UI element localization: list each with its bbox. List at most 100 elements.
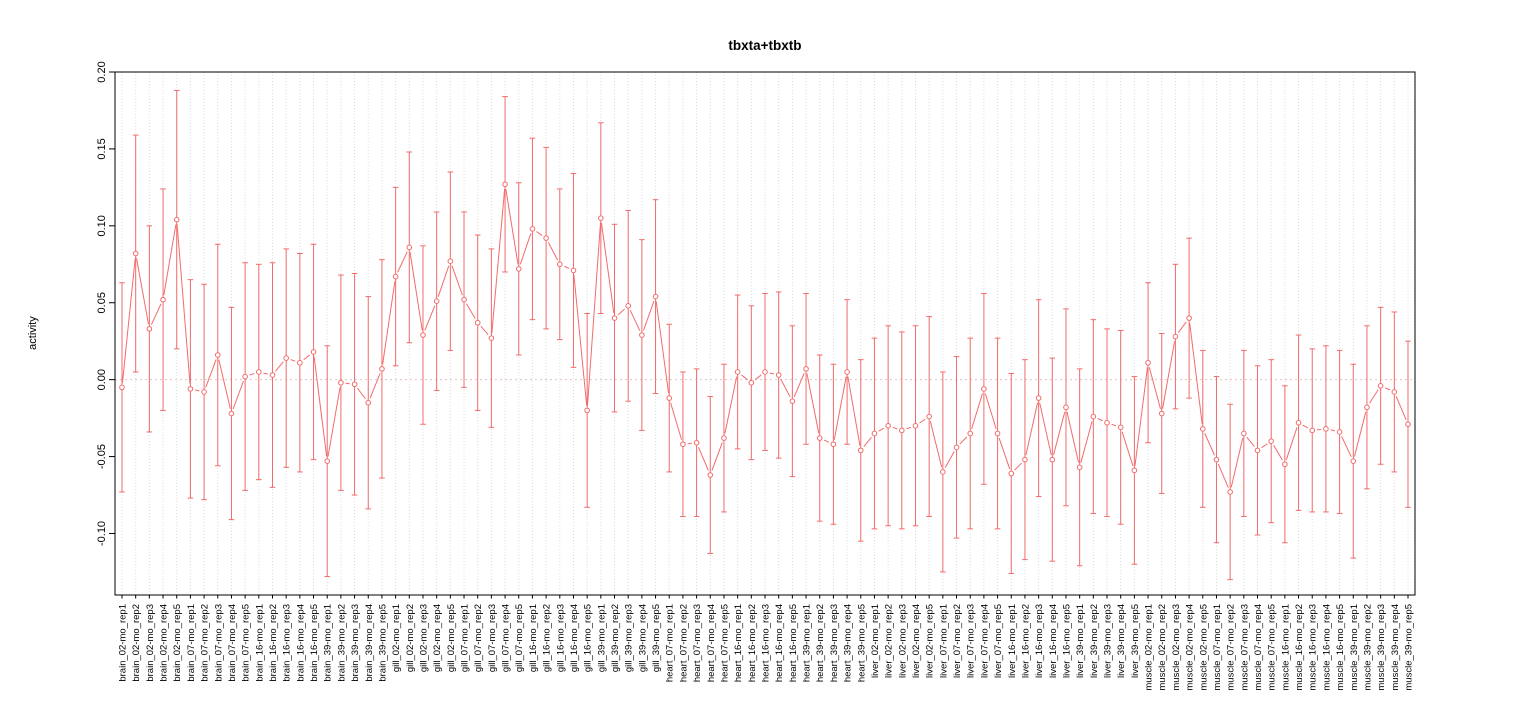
svg-text:muscle_07-mo_rep4: muscle_07-mo_rep4	[1253, 604, 1264, 691]
svg-text:muscle_16-mo_rep3: muscle_16-mo_rep3	[1308, 604, 1319, 691]
svg-text:liver_39-mo_rep2: liver_39-mo_rep2	[1089, 604, 1100, 678]
svg-text:brain_02-mo_rep3: brain_02-mo_rep3	[145, 604, 156, 682]
svg-text:brain_39-mo_rep4: brain_39-mo_rep4	[364, 604, 375, 682]
svg-text:liver_39-mo_rep4: liver_39-mo_rep4	[1116, 604, 1127, 678]
svg-text:gill_02-mo_rep1: gill_02-mo_rep1	[391, 604, 402, 672]
svg-text:gill_39-mo_rep5: gill_39-mo_rep5	[651, 604, 662, 672]
svg-text:brain_02-mo_rep4: brain_02-mo_rep4	[159, 604, 170, 682]
svg-text:brain_39-mo_rep2: brain_39-mo_rep2	[336, 604, 347, 682]
svg-text:gill_07-mo_rep1: gill_07-mo_rep1	[460, 604, 471, 672]
svg-text:gill_02-mo_rep3: gill_02-mo_rep3	[418, 604, 429, 672]
svg-text:brain_02-mo_rep5: brain_02-mo_rep5	[172, 604, 183, 682]
series-points	[119, 181, 1411, 495]
svg-text:muscle_02-mo_rep4: muscle_02-mo_rep4	[1185, 604, 1196, 691]
svg-text:liver_16-mo_rep4: liver_16-mo_rep4	[1048, 604, 1059, 678]
svg-text:heart_16-mo_rep1: heart_16-mo_rep1	[733, 604, 744, 682]
svg-text:muscle_02-mo_rep5: muscle_02-mo_rep5	[1198, 604, 1209, 691]
svg-text:brain_16-mo_rep3: brain_16-mo_rep3	[282, 604, 293, 682]
svg-text:heart_07-mo_rep5: heart_07-mo_rep5	[719, 604, 730, 682]
svg-text:gill_16-mo_rep3: gill_16-mo_rep3	[555, 604, 566, 672]
svg-text:brain_02-mo_rep1: brain_02-mo_rep1	[118, 604, 129, 682]
svg-text:-0.05: -0.05	[96, 444, 108, 469]
svg-text:liver_02-mo_rep2: liver_02-mo_rep2	[884, 604, 895, 678]
svg-text:gill_39-mo_rep1: gill_39-mo_rep1	[596, 604, 607, 672]
svg-text:liver_02-mo_rep1: liver_02-mo_rep1	[870, 604, 881, 678]
svg-text:liver_16-mo_rep5: liver_16-mo_rep5	[1061, 604, 1072, 678]
svg-text:muscle_02-mo_rep2: muscle_02-mo_rep2	[1157, 604, 1168, 691]
svg-text:brain_39-mo_rep1: brain_39-mo_rep1	[323, 604, 334, 682]
svg-text:liver_16-mo_rep2: liver_16-mo_rep2	[1020, 604, 1031, 678]
svg-text:heart_39-mo_rep1: heart_39-mo_rep1	[802, 604, 813, 682]
svg-text:heart_07-mo_rep1: heart_07-mo_rep1	[665, 604, 676, 682]
svg-text:liver_39-mo_rep3: liver_39-mo_rep3	[1103, 604, 1114, 678]
svg-text:muscle_39-mo_rep5: muscle_39-mo_rep5	[1404, 604, 1415, 691]
svg-text:liver_07-mo_rep3: liver_07-mo_rep3	[966, 604, 977, 678]
svg-text:heart_07-mo_rep3: heart_07-mo_rep3	[692, 604, 703, 682]
svg-text:0.15: 0.15	[96, 138, 108, 159]
svg-text:heart_16-mo_rep3: heart_16-mo_rep3	[761, 604, 772, 682]
svg-text:muscle_02-mo_rep1: muscle_02-mo_rep1	[1144, 604, 1155, 691]
svg-text:0.00: 0.00	[96, 369, 108, 390]
svg-text:gill_16-mo_rep2: gill_16-mo_rep2	[542, 604, 553, 672]
svg-text:muscle_39-mo_rep4: muscle_39-mo_rep4	[1390, 604, 1401, 691]
svg-text:muscle_39-mo_rep2: muscle_39-mo_rep2	[1362, 604, 1373, 691]
svg-text:heart_07-mo_rep2: heart_07-mo_rep2	[678, 604, 689, 682]
svg-text:muscle_16-mo_rep5: muscle_16-mo_rep5	[1335, 604, 1346, 691]
svg-text:brain_16-mo_rep1: brain_16-mo_rep1	[254, 604, 265, 682]
svg-text:liver_16-mo_rep3: liver_16-mo_rep3	[1034, 604, 1045, 678]
svg-text:0.10: 0.10	[96, 215, 108, 236]
y-axis: -0.10 -0.05 0.00 0.05 0.10 0.15 0.20	[96, 61, 115, 546]
svg-text:brain_16-mo_rep2: brain_16-mo_rep2	[268, 604, 279, 682]
svg-text:muscle_02-mo_rep3: muscle_02-mo_rep3	[1171, 604, 1182, 691]
svg-text:0.05: 0.05	[96, 292, 108, 313]
svg-text:muscle_07-mo_rep5: muscle_07-mo_rep5	[1267, 604, 1278, 691]
svg-text:gill_07-mo_rep3: gill_07-mo_rep3	[487, 604, 498, 672]
svg-text:muscle_39-mo_rep1: muscle_39-mo_rep1	[1349, 604, 1360, 691]
svg-text:brain_07-mo_rep1: brain_07-mo_rep1	[186, 604, 197, 682]
svg-text:liver_02-mo_rep3: liver_02-mo_rep3	[897, 604, 908, 678]
svg-text:heart_39-mo_rep2: heart_39-mo_rep2	[815, 604, 826, 682]
svg-text:heart_39-mo_rep3: heart_39-mo_rep3	[829, 604, 840, 682]
series-line	[121, 188, 1407, 488]
svg-text:liver_39-mo_rep5: liver_39-mo_rep5	[1130, 604, 1141, 678]
svg-text:heart_16-mo_rep2: heart_16-mo_rep2	[747, 604, 758, 682]
svg-text:heart_07-mo_rep4: heart_07-mo_rep4	[706, 604, 717, 682]
svg-text:muscle_07-mo_rep3: muscle_07-mo_rep3	[1239, 604, 1250, 691]
svg-text:liver_02-mo_rep5: liver_02-mo_rep5	[925, 604, 936, 678]
svg-text:muscle_07-mo_rep2: muscle_07-mo_rep2	[1226, 604, 1237, 691]
svg-text:gill_02-mo_rep2: gill_02-mo_rep2	[405, 604, 416, 672]
svg-text:heart_39-mo_rep4: heart_39-mo_rep4	[843, 604, 854, 682]
chart-title: tbxta+tbxtb	[728, 38, 802, 53]
svg-text:gill_07-mo_rep4: gill_07-mo_rep4	[501, 604, 512, 672]
svg-text:gill_16-mo_rep5: gill_16-mo_rep5	[583, 604, 594, 672]
svg-text:brain_16-mo_rep4: brain_16-mo_rep4	[295, 604, 306, 682]
svg-text:brain_39-mo_rep5: brain_39-mo_rep5	[377, 604, 388, 682]
svg-text:muscle_16-mo_rep1: muscle_16-mo_rep1	[1280, 604, 1291, 691]
svg-text:gill_16-mo_rep4: gill_16-mo_rep4	[569, 604, 580, 672]
error-bars	[119, 89, 1411, 581]
svg-text:muscle_39-mo_rep3: muscle_39-mo_rep3	[1376, 604, 1387, 691]
svg-text:gill_16-mo_rep1: gill_16-mo_rep1	[528, 604, 539, 672]
svg-text:brain_07-mo_rep3: brain_07-mo_rep3	[213, 604, 224, 682]
svg-text:muscle_16-mo_rep4: muscle_16-mo_rep4	[1321, 604, 1332, 691]
svg-text:gill_39-mo_rep4: gill_39-mo_rep4	[637, 604, 648, 672]
svg-text:liver_07-mo_rep2: liver_07-mo_rep2	[952, 604, 963, 678]
svg-text:0.20: 0.20	[96, 61, 108, 82]
svg-text:brain_07-mo_rep5: brain_07-mo_rep5	[241, 604, 252, 682]
svg-text:gill_02-mo_rep5: gill_02-mo_rep5	[446, 604, 457, 672]
svg-text:heart_39-mo_rep5: heart_39-mo_rep5	[856, 604, 867, 682]
svg-text:brain_07-mo_rep4: brain_07-mo_rep4	[227, 604, 238, 682]
svg-text:gill_39-mo_rep3: gill_39-mo_rep3	[624, 604, 635, 672]
svg-text:heart_16-mo_rep4: heart_16-mo_rep4	[774, 604, 785, 682]
svg-text:muscle_16-mo_rep2: muscle_16-mo_rep2	[1294, 604, 1305, 691]
svg-text:brain_02-mo_rep2: brain_02-mo_rep2	[131, 604, 142, 682]
svg-text:muscle_07-mo_rep1: muscle_07-mo_rep1	[1212, 604, 1223, 691]
svg-text:liver_39-mo_rep1: liver_39-mo_rep1	[1075, 604, 1086, 678]
svg-text:-0.10: -0.10	[96, 521, 108, 546]
svg-text:brain_16-mo_rep5: brain_16-mo_rep5	[309, 604, 320, 682]
svg-text:liver_07-mo_rep5: liver_07-mo_rep5	[993, 604, 1004, 678]
svg-text:brain_07-mo_rep2: brain_07-mo_rep2	[200, 604, 211, 682]
svg-text:gill_07-mo_rep5: gill_07-mo_rep5	[514, 604, 525, 672]
